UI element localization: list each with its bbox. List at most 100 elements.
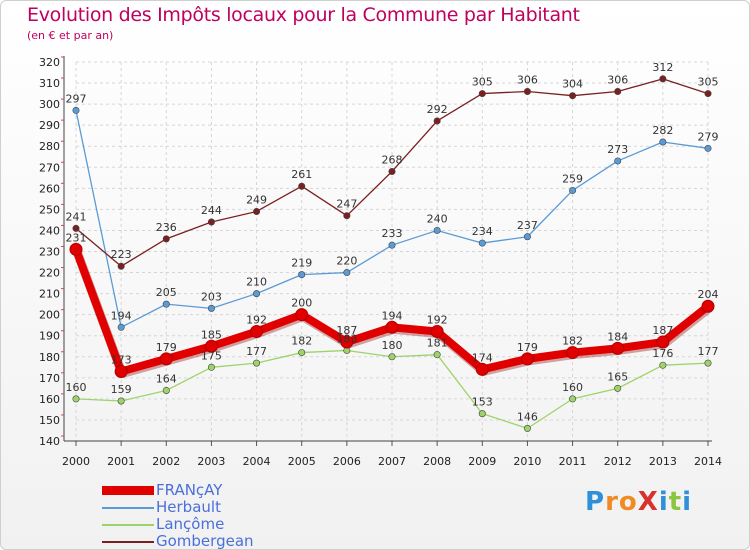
data-label: 249 bbox=[246, 193, 267, 206]
data-label: 234 bbox=[472, 225, 493, 238]
data-label: 204 bbox=[698, 288, 719, 301]
data-label: 187 bbox=[652, 324, 673, 337]
data-point bbox=[569, 395, 577, 403]
data-point bbox=[162, 300, 170, 308]
axes: 140 150 160 170 180 190 200 210 220 230 240 250 260 2… bbox=[39, 56, 722, 468]
data-label: 182 bbox=[291, 335, 312, 348]
data-point bbox=[117, 323, 125, 331]
y-tick-label: 280 bbox=[39, 140, 60, 153]
data-label: 192 bbox=[246, 314, 267, 327]
data-point bbox=[566, 346, 580, 360]
x-tick-label: 2000 bbox=[62, 455, 90, 468]
data-point bbox=[207, 363, 215, 371]
x-tick-label: 2011 bbox=[559, 455, 587, 468]
data-point bbox=[388, 353, 396, 361]
y-tick-label: 300 bbox=[39, 98, 60, 111]
data-labels: 160 159 164 175 177 182 183 180 181 153 146 160 165 1… bbox=[66, 61, 719, 424]
data-label: 194 bbox=[111, 309, 132, 322]
x-tick-label: 2004 bbox=[243, 455, 271, 468]
logo-letter: i bbox=[658, 487, 669, 517]
data-label: 306 bbox=[517, 73, 538, 86]
logo-letter: o bbox=[618, 487, 638, 517]
legend-swatch bbox=[102, 486, 154, 495]
data-point bbox=[388, 167, 396, 175]
legend-swatch bbox=[102, 540, 154, 543]
legend-swatch bbox=[102, 506, 154, 509]
data-label: 177 bbox=[698, 345, 719, 358]
data-point bbox=[475, 362, 489, 376]
legend-label: Lançôme bbox=[156, 515, 225, 533]
data-point bbox=[340, 335, 354, 349]
y-tick-label: 180 bbox=[39, 351, 60, 364]
data-point bbox=[117, 397, 125, 405]
data-point bbox=[207, 304, 215, 312]
y-tick-label: 160 bbox=[39, 393, 60, 406]
y-tick-label: 250 bbox=[39, 203, 60, 216]
legend-label: FRANçAY bbox=[156, 481, 223, 499]
data-point bbox=[523, 87, 531, 95]
data-label: 164 bbox=[156, 372, 177, 385]
data-point bbox=[478, 90, 486, 98]
data-label: 304 bbox=[562, 78, 583, 91]
chart-subtitle: (en € et par an) bbox=[27, 29, 114, 42]
logo-letter: i bbox=[682, 487, 693, 517]
legend-label: Gombergean bbox=[156, 532, 254, 550]
data-label: 183 bbox=[336, 332, 357, 345]
data-point bbox=[204, 339, 218, 353]
y-tick-label: 170 bbox=[39, 372, 60, 385]
y-tick-label: 200 bbox=[39, 309, 60, 322]
data-label: 312 bbox=[652, 61, 673, 74]
logo-letter: P bbox=[585, 487, 606, 517]
x-tick-label: 2002 bbox=[152, 455, 180, 468]
data-point bbox=[114, 365, 128, 379]
legend-swatch bbox=[102, 523, 154, 526]
data-label: 231 bbox=[66, 231, 87, 244]
data-label: 179 bbox=[517, 341, 538, 354]
data-point bbox=[253, 290, 261, 298]
data-label: 219 bbox=[291, 257, 312, 270]
data-label: 237 bbox=[517, 219, 538, 232]
x-tick-label: 2006 bbox=[333, 455, 361, 468]
data-label: 159 bbox=[111, 383, 132, 396]
data-label: 240 bbox=[427, 212, 448, 225]
y-tick-label: 320 bbox=[39, 56, 60, 69]
data-label: 175 bbox=[201, 349, 222, 362]
x-tick-label: 2005 bbox=[288, 455, 316, 468]
series-gombergean bbox=[72, 75, 712, 270]
data-point bbox=[253, 359, 261, 367]
data-label: 146 bbox=[517, 410, 538, 423]
data-point bbox=[388, 241, 396, 249]
data-label: 244 bbox=[201, 204, 222, 217]
data-point bbox=[433, 117, 441, 125]
data-point bbox=[523, 233, 531, 241]
x-tick-label: 2009 bbox=[468, 455, 496, 468]
x-tick-label: 2007 bbox=[378, 455, 406, 468]
x-tick-label: 2008 bbox=[423, 455, 451, 468]
data-point bbox=[659, 361, 667, 369]
chart-title: Evolution des Impôts locaux pour la Comm… bbox=[27, 4, 580, 26]
data-label: 259 bbox=[562, 172, 583, 185]
data-point bbox=[656, 335, 670, 349]
data-label: 180 bbox=[382, 339, 403, 352]
y-tick-label: 310 bbox=[39, 77, 60, 90]
data-point bbox=[569, 92, 577, 100]
data-point bbox=[523, 424, 531, 432]
data-point bbox=[701, 299, 715, 313]
data-point bbox=[72, 395, 80, 403]
data-label: 305 bbox=[698, 76, 719, 89]
data-label: 165 bbox=[607, 370, 628, 383]
data-label: 305 bbox=[472, 76, 493, 89]
data-label: 179 bbox=[156, 341, 177, 354]
y-tick-label: 240 bbox=[39, 224, 60, 237]
data-label: 233 bbox=[382, 227, 403, 240]
data-label: 261 bbox=[291, 168, 312, 181]
data-label: 210 bbox=[246, 276, 267, 289]
proxiti-logo: ProXiti bbox=[585, 487, 692, 517]
data-label: 297 bbox=[66, 92, 87, 105]
data-point bbox=[704, 359, 712, 367]
data-point bbox=[614, 87, 622, 95]
y-tick-label: 150 bbox=[39, 414, 60, 427]
y-tick-label: 230 bbox=[39, 246, 60, 259]
data-point bbox=[659, 138, 667, 146]
